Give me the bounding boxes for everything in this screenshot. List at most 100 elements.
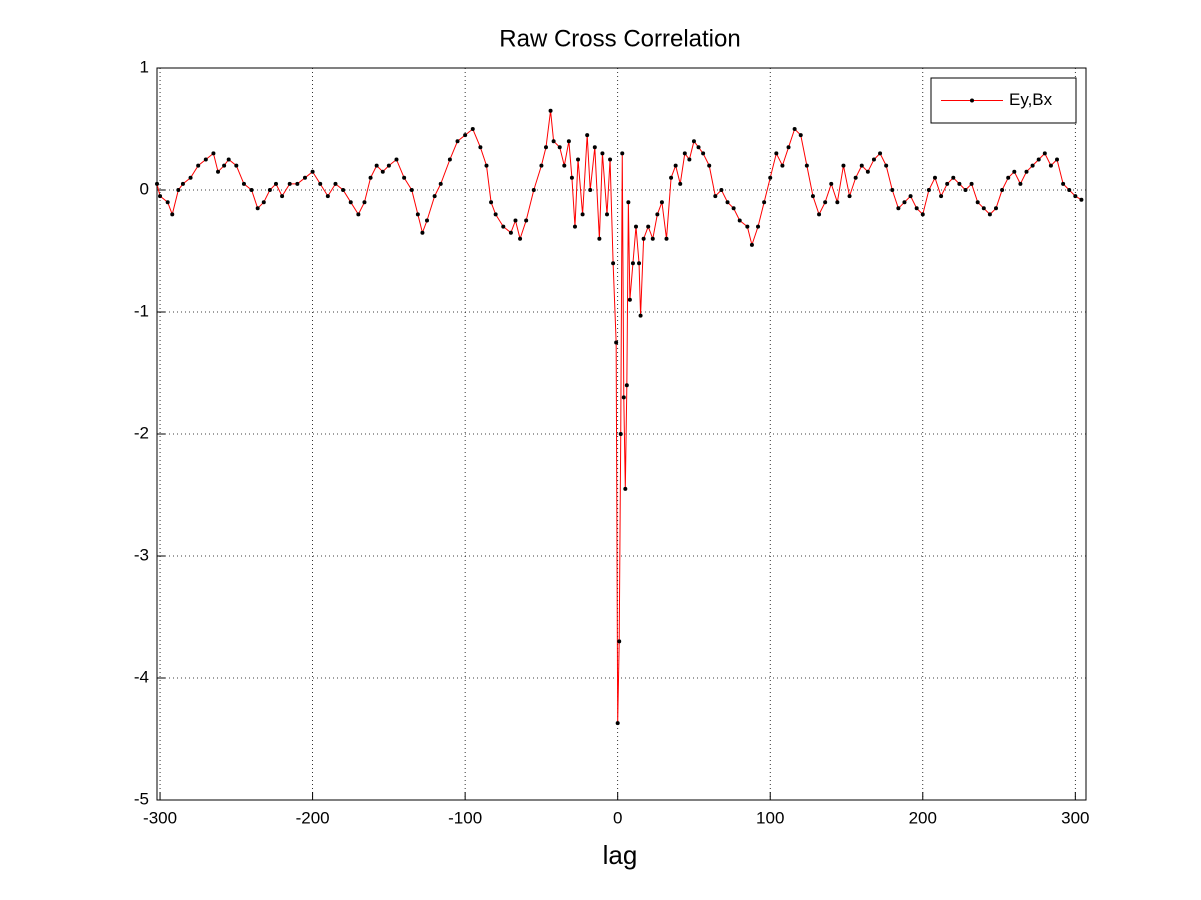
data-point bbox=[810, 194, 815, 199]
data-point bbox=[957, 181, 962, 186]
data-point bbox=[774, 151, 779, 156]
data-point bbox=[687, 157, 692, 162]
data-point bbox=[920, 212, 925, 217]
data-point bbox=[188, 175, 193, 180]
data-point bbox=[1018, 181, 1023, 186]
data-point bbox=[1000, 188, 1005, 192]
data-point bbox=[638, 313, 643, 318]
y-tick-label: -1 bbox=[134, 301, 149, 320]
legend-label: Ey,Bx bbox=[1009, 90, 1053, 109]
data-point bbox=[871, 157, 876, 162]
data-point bbox=[543, 145, 548, 150]
data-point bbox=[572, 224, 577, 229]
data-point bbox=[211, 151, 216, 156]
data-point bbox=[569, 175, 574, 180]
y-tick-label: 1 bbox=[140, 57, 149, 76]
data-point bbox=[273, 181, 278, 186]
data-point bbox=[588, 188, 593, 192]
data-point bbox=[835, 200, 840, 205]
data-point bbox=[975, 200, 980, 205]
data-point bbox=[455, 139, 460, 144]
data-point bbox=[707, 163, 712, 168]
data-point bbox=[1067, 188, 1072, 192]
data-point bbox=[1055, 157, 1060, 162]
data-point bbox=[267, 188, 272, 192]
plot-frame bbox=[156, 67, 1087, 801]
data-point bbox=[951, 175, 956, 180]
data-point bbox=[650, 236, 655, 241]
data-point bbox=[993, 206, 998, 211]
data-point bbox=[745, 224, 750, 229]
data-point bbox=[402, 175, 407, 180]
data-point bbox=[615, 721, 620, 726]
data-point bbox=[362, 200, 367, 205]
data-point bbox=[501, 224, 506, 229]
data-point bbox=[853, 175, 858, 180]
data-point bbox=[608, 157, 613, 162]
data-point bbox=[719, 188, 724, 192]
data-point bbox=[669, 175, 674, 180]
y-tick-label: -3 bbox=[134, 545, 149, 564]
data-point bbox=[637, 261, 642, 266]
data-point bbox=[620, 151, 625, 156]
x-axis-label: lag bbox=[603, 840, 638, 870]
data-point bbox=[878, 151, 883, 156]
data-point bbox=[617, 639, 622, 644]
data-point bbox=[963, 188, 968, 192]
data-point bbox=[823, 200, 828, 205]
data-point bbox=[463, 133, 468, 138]
data-point bbox=[447, 157, 452, 162]
data-point bbox=[222, 163, 227, 168]
data-point bbox=[725, 200, 730, 205]
data-point bbox=[234, 163, 239, 168]
data-point bbox=[890, 188, 895, 192]
data-point bbox=[641, 236, 646, 241]
data-point bbox=[548, 108, 553, 113]
x-tick-label: -200 bbox=[296, 808, 330, 827]
data-point bbox=[518, 236, 523, 241]
data-point bbox=[659, 200, 664, 205]
data-point bbox=[374, 163, 379, 168]
data-point bbox=[255, 206, 260, 211]
data-point bbox=[737, 218, 742, 223]
data-point bbox=[1024, 169, 1029, 174]
data-point bbox=[664, 236, 669, 241]
data-point bbox=[678, 181, 683, 186]
data-point bbox=[386, 163, 391, 168]
data-point bbox=[310, 169, 315, 174]
x-tick-label: 0 bbox=[613, 808, 622, 827]
data-point bbox=[493, 212, 498, 217]
data-point bbox=[180, 181, 185, 186]
x-tick-label: 100 bbox=[756, 808, 784, 827]
data-point bbox=[576, 157, 581, 162]
data-point bbox=[580, 212, 585, 217]
data-point bbox=[348, 200, 353, 205]
data-point bbox=[749, 242, 754, 247]
data-point bbox=[216, 169, 221, 174]
data-point bbox=[356, 212, 361, 217]
data-point bbox=[829, 181, 834, 186]
data-point bbox=[165, 200, 170, 205]
data-point bbox=[438, 181, 443, 186]
data-point bbox=[605, 212, 610, 217]
data-point bbox=[489, 200, 494, 205]
data-point bbox=[804, 163, 809, 168]
data-point bbox=[203, 157, 208, 162]
data-point bbox=[841, 163, 846, 168]
data-point bbox=[333, 181, 338, 186]
data-point bbox=[551, 139, 556, 144]
data-point bbox=[731, 206, 736, 211]
data-point bbox=[762, 200, 767, 205]
data-point bbox=[673, 163, 678, 168]
data-point bbox=[1030, 163, 1035, 168]
data-point bbox=[585, 133, 590, 138]
data-point bbox=[325, 194, 330, 199]
data-point bbox=[701, 151, 706, 156]
data-point bbox=[756, 224, 761, 229]
data-point bbox=[914, 206, 919, 211]
data-point bbox=[600, 151, 605, 156]
data-point bbox=[249, 188, 254, 192]
